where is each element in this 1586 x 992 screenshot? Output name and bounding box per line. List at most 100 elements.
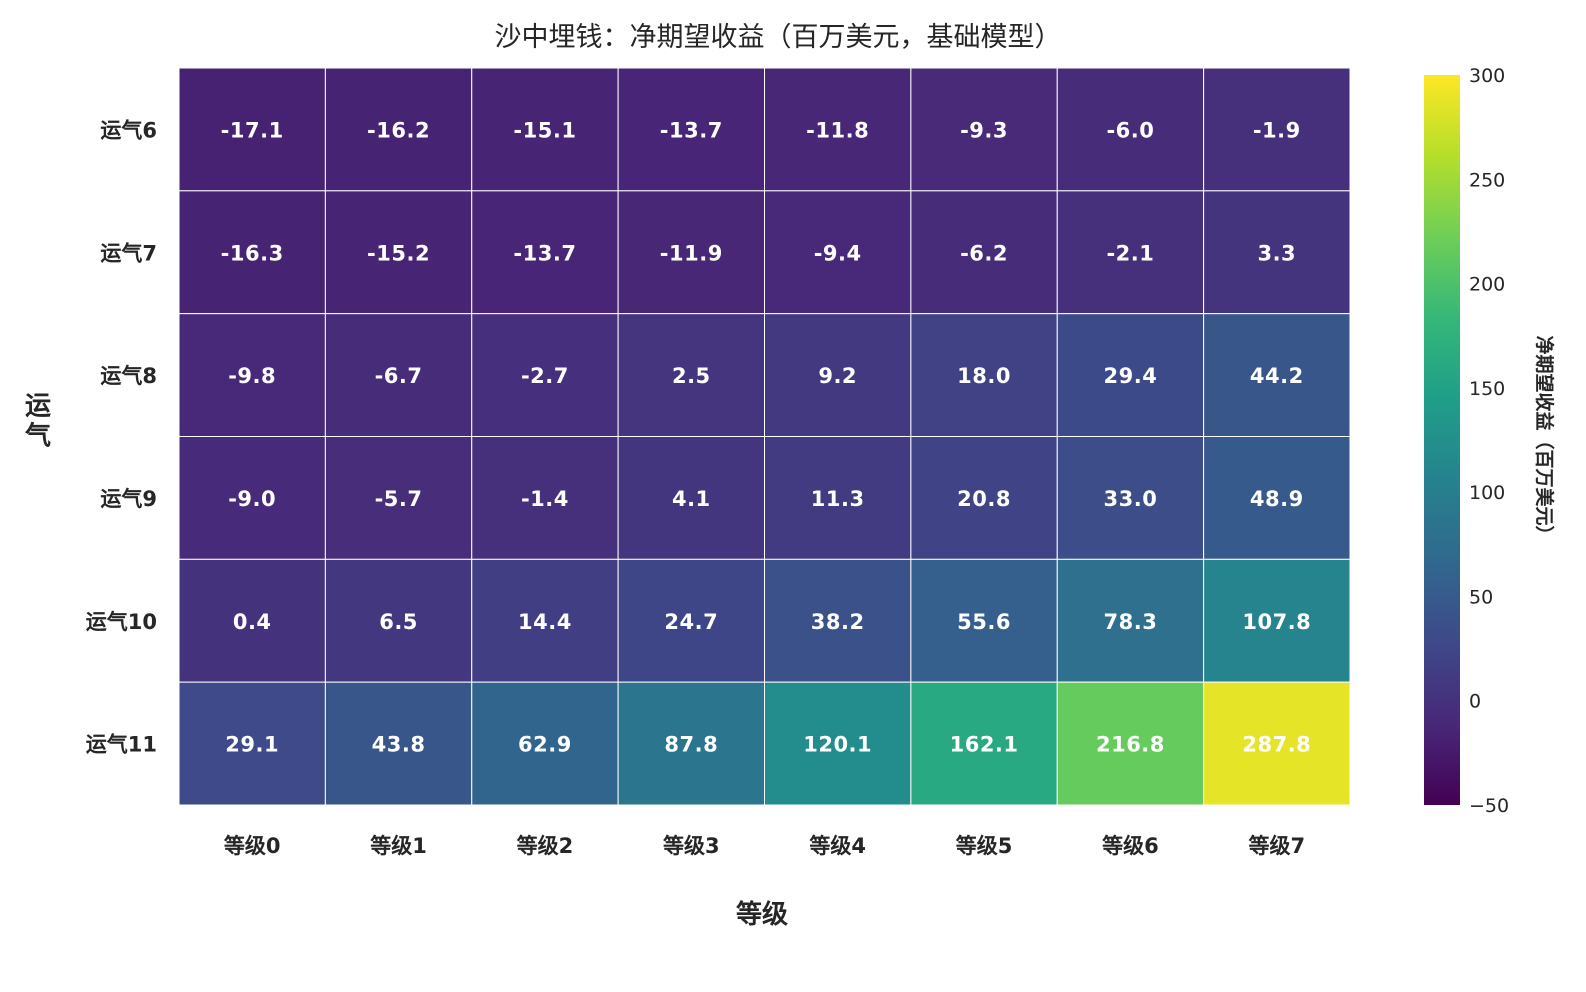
heatmap-cell bbox=[1203, 558, 1351, 683]
y-tick-label: 运气11 bbox=[86, 733, 157, 757]
x-tick-label: 等级2 bbox=[517, 834, 574, 858]
x-axis-label: 等级 bbox=[736, 899, 788, 930]
heatmap-cell bbox=[764, 436, 912, 560]
y-tick-label: 运气7 bbox=[100, 241, 157, 265]
colorbar-tick-label: 200 bbox=[1469, 274, 1505, 296]
heatmap-cell-label: 48.9 bbox=[1250, 487, 1304, 511]
colorbar-tick-label: 0 bbox=[1469, 691, 1481, 713]
heatmap-cell-label: 162.1 bbox=[950, 733, 1019, 757]
heatmap-cell-label: 4.1 bbox=[672, 487, 711, 511]
heatmap-cell-label: -17.1 bbox=[221, 118, 284, 142]
heatmap-cell bbox=[324, 67, 473, 192]
heatmap-cell bbox=[1203, 67, 1351, 192]
heatmap-cell-label: -16.3 bbox=[221, 241, 284, 265]
y-axis-label: 运气 bbox=[24, 392, 51, 452]
heatmap-cell bbox=[1203, 190, 1351, 315]
heatmap-cell bbox=[764, 67, 912, 192]
y-axis-tick-labels: 运气6 运气7 运气8 运气9 运气10 运气11 bbox=[86, 118, 157, 756]
heatmap-cell-label: -13.7 bbox=[513, 241, 576, 265]
heatmap-cell-label: 107.8 bbox=[1242, 610, 1311, 634]
heatmap-cell-label: 55.6 bbox=[957, 610, 1011, 634]
heatmap-cell-label: -11.9 bbox=[660, 241, 723, 265]
heatmap-cell bbox=[178, 313, 326, 437]
x-axis-tick-labels: 等级0 等级1 等级2 等级3 等级4 等级5 等级6 等级7 bbox=[224, 834, 1305, 858]
heatmap-cell-label: 87.8 bbox=[664, 733, 718, 757]
heatmap-cell bbox=[764, 558, 912, 683]
heatmap-cell bbox=[471, 67, 619, 192]
colorbar-label: 净期望收益（百万美元） bbox=[1533, 335, 1556, 544]
heatmap-cell-labels: -17.1 -16.2 -15.1 -13.7 -11.8 -9.3 -6.0 -1.9 -16… bbox=[221, 118, 1311, 757]
x-tick-label: 等级1 bbox=[370, 834, 427, 858]
heatmap-cell bbox=[1056, 190, 1205, 315]
heatmap-cell-label: 43.8 bbox=[372, 733, 426, 757]
heatmap-cell bbox=[617, 67, 765, 192]
heatmap-cell-label: 38.2 bbox=[811, 610, 865, 634]
heatmap-cell bbox=[471, 558, 619, 683]
heatmap-cell-label: 9.2 bbox=[818, 364, 857, 388]
heatmap-cell bbox=[764, 681, 912, 806]
heatmap-cell bbox=[617, 436, 765, 560]
heatmap-cell-label: -2.7 bbox=[521, 364, 569, 388]
heatmap-cell bbox=[764, 190, 912, 315]
x-tick-label: 等级6 bbox=[1102, 834, 1159, 858]
heatmap-cell bbox=[324, 313, 473, 437]
heatmap-cell bbox=[617, 558, 765, 683]
heatmap-cell-label: 29.4 bbox=[1104, 364, 1158, 388]
colorbar-tick-label: 150 bbox=[1469, 378, 1505, 400]
colorbar bbox=[1424, 75, 1460, 805]
heatmap-cell bbox=[910, 681, 1058, 806]
heatmap-cell-label: -6.0 bbox=[1106, 118, 1154, 142]
heatmap-cell-label: -1.9 bbox=[1253, 118, 1301, 142]
heatmap-cell-label: 287.8 bbox=[1242, 733, 1311, 757]
x-tick-label: 等级7 bbox=[1249, 834, 1306, 858]
heatmap-cell-label: 29.1 bbox=[225, 733, 279, 757]
heatmap-cell-label: -5.7 bbox=[375, 487, 423, 511]
heatmap-cell-label: 2.5 bbox=[672, 364, 711, 388]
heatmap-cell-label: -9.8 bbox=[228, 364, 276, 388]
heatmap-cell-label: -9.0 bbox=[228, 487, 276, 511]
heatmap-cell-label: 44.2 bbox=[1250, 364, 1304, 388]
heatmap-cell-label: 3.3 bbox=[1257, 241, 1296, 265]
heatmap-cell bbox=[1056, 436, 1205, 560]
heatmap-cell bbox=[178, 436, 326, 560]
heatmap-cell bbox=[617, 190, 765, 315]
heatmap-cell bbox=[1203, 313, 1351, 437]
heatmap-cell bbox=[764, 313, 912, 437]
heatmap-cell-label: 62.9 bbox=[518, 733, 572, 757]
heatmap-cell bbox=[617, 313, 765, 437]
heatmap-cell-label: -9.3 bbox=[960, 118, 1008, 142]
heatmap-cell-label: 216.8 bbox=[1096, 733, 1165, 757]
heatmap-cell-label: 18.0 bbox=[957, 364, 1011, 388]
colorbar-tick-label: 300 bbox=[1469, 65, 1505, 87]
heatmap-cell bbox=[910, 313, 1058, 437]
x-tick-label: 等级5 bbox=[956, 834, 1013, 858]
heatmap-cell-label: -15.1 bbox=[513, 118, 576, 142]
heatmap-cell-label: -9.4 bbox=[814, 241, 862, 265]
heatmap-cells bbox=[178, 67, 1351, 806]
x-tick-label: 等级3 bbox=[663, 834, 720, 858]
heatmap-cell bbox=[1056, 313, 1205, 437]
heatmap-cell-label: 78.3 bbox=[1104, 610, 1158, 634]
heatmap-cell bbox=[178, 67, 326, 192]
heatmap-cell bbox=[324, 190, 473, 315]
heatmap-cell bbox=[471, 436, 619, 560]
colorbar-tick-label: 100 bbox=[1469, 482, 1505, 504]
heatmap-cell-label: -6.2 bbox=[960, 241, 1008, 265]
heatmap-cell-label: -6.7 bbox=[375, 364, 423, 388]
heatmap-cell-label: 33.0 bbox=[1104, 487, 1158, 511]
heatmap-cell bbox=[178, 681, 326, 806]
heatmap-cell bbox=[910, 67, 1058, 192]
heatmap-cell-label: 120.1 bbox=[803, 733, 872, 757]
colorbar-tick-labels: −50 0 50 100 150 200 250 300 bbox=[1469, 65, 1509, 817]
heatmap-cell bbox=[324, 681, 473, 806]
heatmap-cell bbox=[910, 558, 1058, 683]
y-tick-label: 运气6 bbox=[100, 118, 157, 142]
heatmap-cell-label: 6.5 bbox=[379, 610, 418, 634]
heatmap-cell bbox=[471, 313, 619, 437]
heatmap-cell-label: 0.4 bbox=[233, 610, 272, 634]
heatmap-cell bbox=[471, 681, 619, 806]
colorbar-tick-label: 50 bbox=[1469, 586, 1493, 608]
heatmap-cell-label: 20.8 bbox=[957, 487, 1011, 511]
colorbar-tick-label: 250 bbox=[1469, 169, 1505, 191]
